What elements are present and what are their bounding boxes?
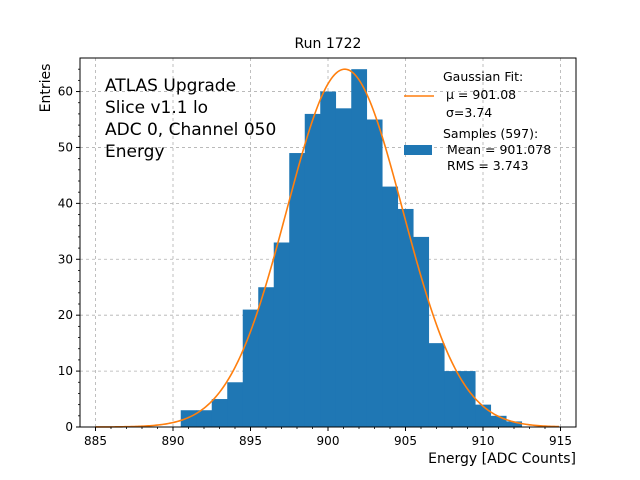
y-tick-label: 10 xyxy=(58,364,73,378)
x-tick-label: 905 xyxy=(394,434,417,448)
histogram-bar xyxy=(335,108,352,428)
annotation-line: Energy xyxy=(105,142,165,162)
y-tick-label: 40 xyxy=(58,196,73,210)
gaussian-fit-curve xyxy=(95,68,559,428)
chart-title: Run 1722 xyxy=(295,36,362,52)
histogram-bar xyxy=(289,153,306,427)
histogram-bar xyxy=(444,371,461,427)
detector-annotation: ATLAS Upgrade Slice v1.1 lo ADC 0, Chann… xyxy=(105,76,276,162)
histogram-bar xyxy=(273,242,290,427)
annotation-line: Slice v1.1 lo xyxy=(105,98,208,118)
y-tick-label: 20 xyxy=(58,308,73,322)
legend-samples-label: Samples (597): xyxy=(443,126,538,141)
histogram-bar xyxy=(258,287,275,427)
histogram-bar xyxy=(242,309,259,427)
legend-fit-label: μ = 901.08 xyxy=(446,87,516,102)
histogram-bar xyxy=(227,382,244,427)
x-tick-label: 890 xyxy=(162,434,185,448)
x-axis-label: Energy [ADC Counts] xyxy=(428,451,576,467)
y-tick-label: 30 xyxy=(58,252,73,266)
axis-ticks: 885 890 895 900 905 910 915 0 10 20 30 40 50 60 xyxy=(58,68,572,448)
y-tick-label: 50 xyxy=(58,140,73,154)
legend: Gaussian Fit: μ = 901.08 σ=3.74 Samples … xyxy=(404,69,551,173)
x-tick-label: 910 xyxy=(472,434,495,448)
legend-fit-label: Gaussian Fit: xyxy=(443,69,523,84)
annotation-line: ADC 0, Channel 050 xyxy=(105,120,276,140)
x-tick-label: 885 xyxy=(84,434,107,448)
histogram-bar xyxy=(196,410,213,427)
histogram-bar xyxy=(304,113,321,427)
histogram-bar xyxy=(382,186,399,427)
histogram-bar xyxy=(475,404,492,427)
histogram-bar xyxy=(211,399,228,427)
histogram-bar xyxy=(366,119,383,427)
annotation-line: ATLAS Upgrade xyxy=(105,76,236,96)
x-tick-label: 915 xyxy=(549,434,572,448)
histogram-bar xyxy=(320,91,337,427)
histogram-bar xyxy=(397,208,414,427)
y-tick-label: 60 xyxy=(58,85,73,99)
x-tick-label: 900 xyxy=(317,434,340,448)
legend-samples-label: RMS = 3.743 xyxy=(443,158,529,173)
y-tick-label: 0 xyxy=(65,420,73,434)
histogram-bar xyxy=(351,69,368,427)
histogram-bar xyxy=(428,343,445,427)
histogram-bars xyxy=(180,69,523,428)
legend-samples-label: Mean = 901.078 xyxy=(443,142,551,157)
histogram-bar xyxy=(413,236,430,427)
histogram-bar xyxy=(490,415,507,427)
x-tick-label: 895 xyxy=(239,434,262,448)
histogram-bar xyxy=(506,421,523,427)
histogram-bar xyxy=(180,410,197,427)
legend-fit-label: σ=3.74 xyxy=(446,105,492,120)
legend-samples-swatch xyxy=(404,145,432,155)
histogram-bar xyxy=(459,371,476,427)
y-axis-label: Entries xyxy=(38,64,54,113)
